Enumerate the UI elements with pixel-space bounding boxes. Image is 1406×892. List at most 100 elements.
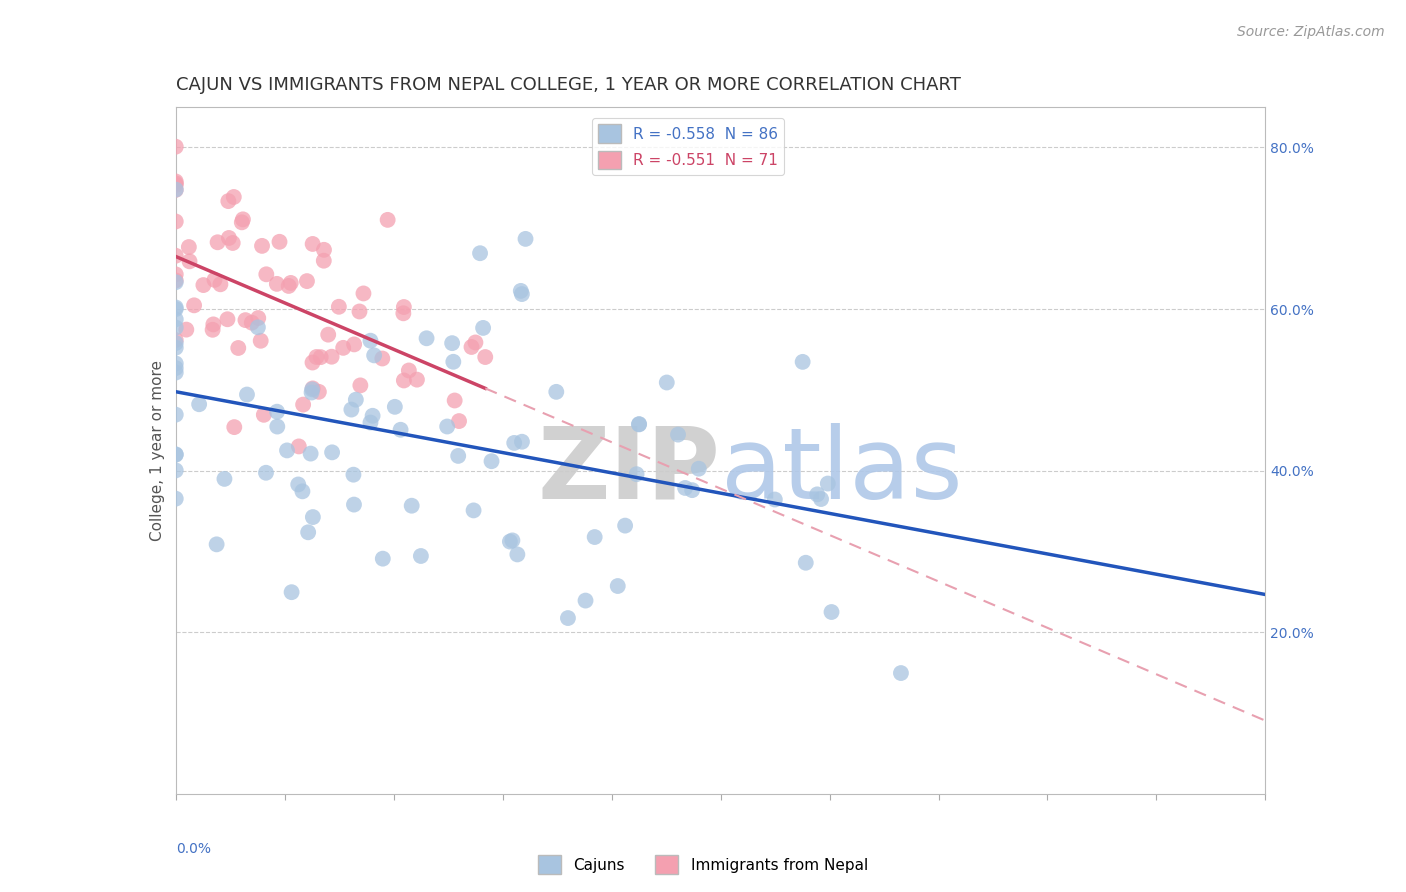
Point: [606, 579, 628, 593]
Point: [474, 350, 496, 364]
Point: [165, 275, 187, 289]
Point: [344, 392, 367, 407]
Point: [673, 481, 696, 495]
Point: [441, 336, 464, 351]
Point: [481, 454, 503, 468]
Point: [389, 423, 412, 437]
Point: [614, 518, 637, 533]
Point: [254, 268, 277, 282]
Point: [277, 279, 299, 293]
Point: [443, 393, 465, 408]
Point: [235, 313, 257, 327]
Point: [209, 277, 232, 292]
Point: [349, 304, 371, 318]
Point: [188, 397, 211, 411]
Point: [506, 548, 529, 562]
Point: [340, 402, 363, 417]
Point: [361, 409, 384, 423]
Point: [207, 235, 229, 250]
Legend: Cajuns, Immigrants from Nepal: Cajuns, Immigrants from Nepal: [531, 849, 875, 880]
Point: [165, 249, 187, 263]
Point: [510, 434, 533, 449]
Point: [503, 436, 526, 450]
Point: [224, 420, 246, 434]
Text: 0.0%: 0.0%: [176, 842, 211, 856]
Point: [688, 461, 710, 475]
Point: [384, 400, 406, 414]
Point: [436, 419, 458, 434]
Point: [205, 537, 228, 551]
Point: [401, 499, 423, 513]
Point: [515, 232, 537, 246]
Point: [280, 276, 302, 290]
Point: [890, 666, 912, 681]
Point: [321, 445, 343, 459]
Point: [231, 215, 253, 229]
Point: [165, 301, 187, 315]
Point: [165, 361, 187, 376]
Point: [240, 316, 263, 330]
Point: [406, 373, 429, 387]
Point: [287, 477, 309, 491]
Point: [226, 341, 249, 355]
Point: [626, 467, 648, 482]
Point: [165, 491, 187, 506]
Point: [398, 363, 420, 377]
Point: [295, 274, 318, 288]
Point: [359, 416, 381, 430]
Text: Source: ZipAtlas.com: Source: ZipAtlas.com: [1237, 25, 1385, 39]
Point: [349, 378, 371, 392]
Point: [392, 300, 415, 314]
Point: [794, 556, 817, 570]
Point: [253, 408, 276, 422]
Point: [165, 178, 187, 192]
Point: [557, 611, 579, 625]
Point: [441, 355, 464, 369]
Point: [165, 268, 187, 282]
Point: [222, 190, 245, 204]
Point: [316, 327, 339, 342]
Point: [165, 183, 187, 197]
Point: [681, 483, 703, 497]
Point: [266, 405, 288, 419]
Point: [312, 253, 335, 268]
Point: [468, 246, 491, 260]
Point: [820, 605, 842, 619]
Point: [165, 336, 187, 351]
Point: [193, 278, 215, 293]
Point: [165, 366, 187, 380]
Point: [447, 414, 470, 428]
Point: [447, 449, 470, 463]
Point: [165, 463, 187, 477]
Point: [165, 174, 187, 188]
Point: [810, 491, 832, 506]
Point: [510, 287, 533, 301]
Point: [309, 350, 332, 364]
Point: [312, 243, 335, 257]
Point: [353, 286, 375, 301]
Point: [291, 484, 314, 499]
Point: [501, 533, 523, 548]
Point: [179, 254, 201, 268]
Point: [460, 340, 482, 354]
Point: [377, 212, 399, 227]
Text: atlas: atlas: [721, 423, 962, 519]
Point: [202, 318, 225, 332]
Point: [328, 300, 350, 314]
Point: [301, 236, 323, 251]
Point: [464, 335, 486, 350]
Point: [546, 384, 568, 399]
Point: [236, 387, 259, 401]
Point: [165, 408, 187, 422]
Point: [343, 337, 366, 351]
Point: [509, 284, 531, 298]
Point: [392, 306, 415, 320]
Point: [463, 503, 485, 517]
Text: ZIP: ZIP: [537, 423, 721, 519]
Point: [666, 427, 689, 442]
Point: [297, 525, 319, 540]
Point: [583, 530, 606, 544]
Point: [165, 177, 187, 191]
Point: [301, 381, 323, 395]
Point: [321, 350, 343, 364]
